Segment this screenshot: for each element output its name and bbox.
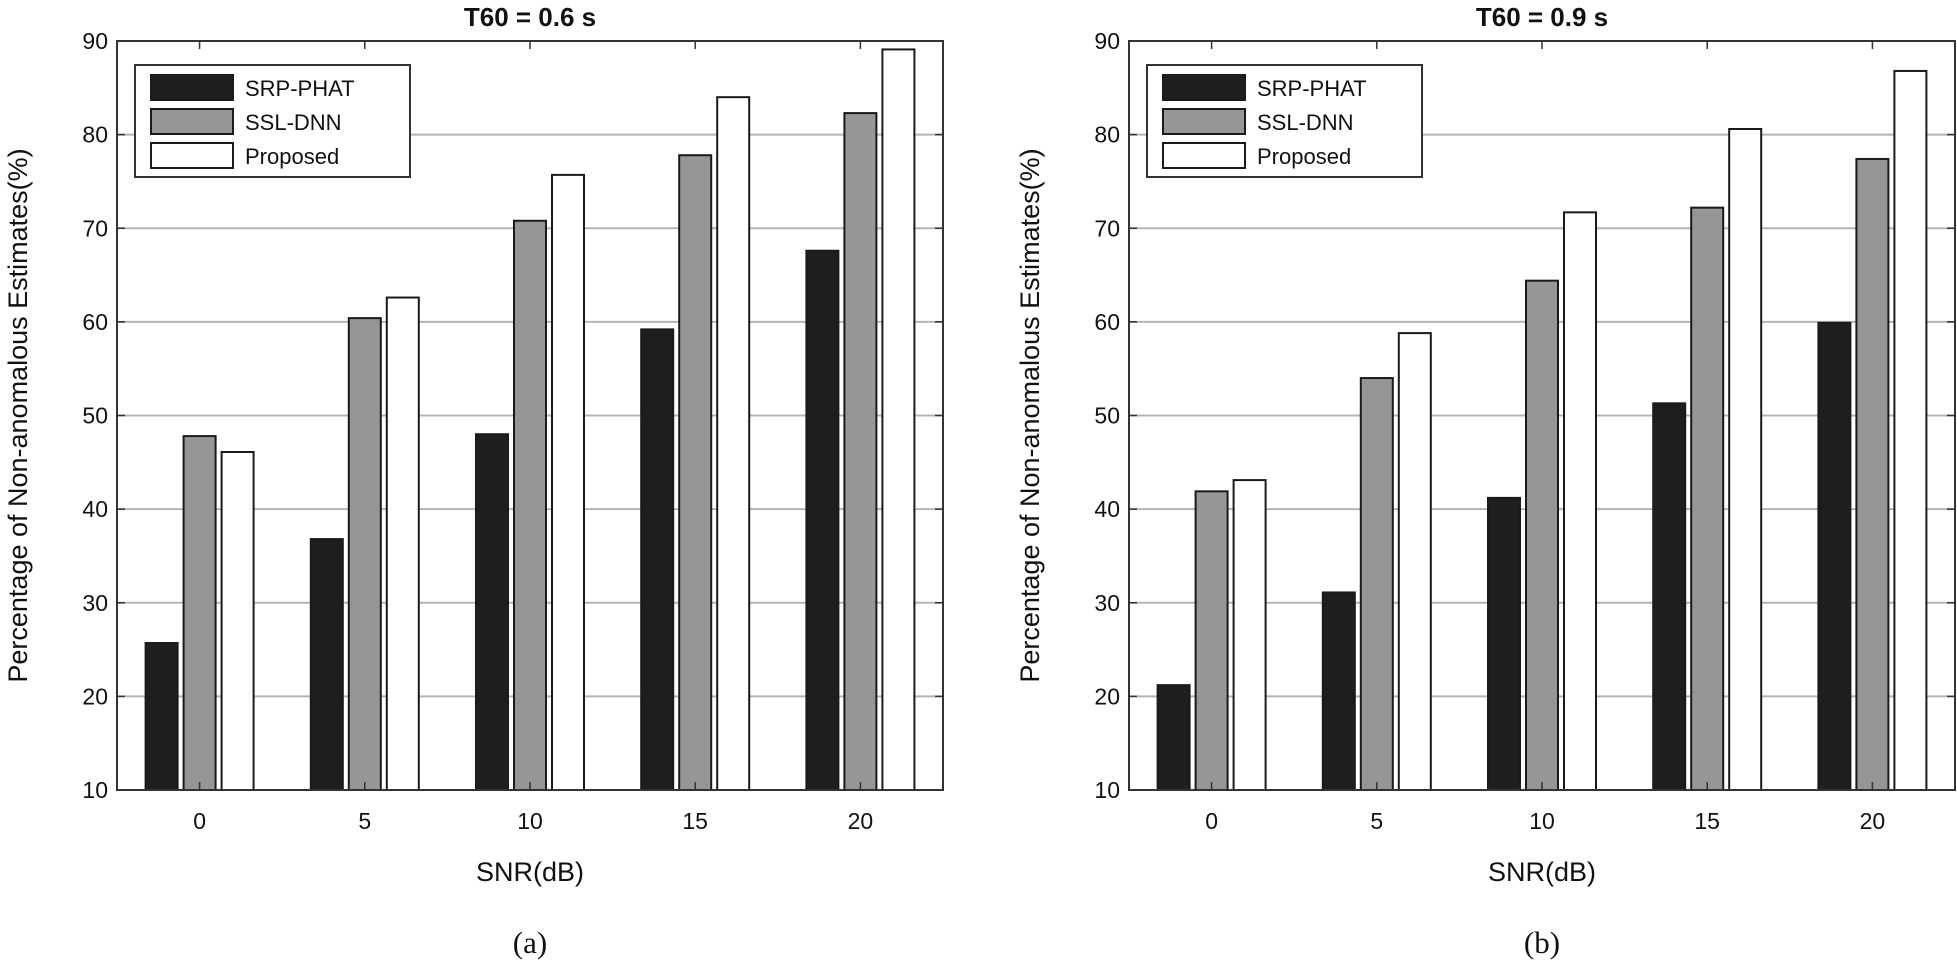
x-tick-label: 15 [682,808,708,834]
bar-ssl-dnn-snr-0 [1194,490,1229,791]
bar-srp-phat-snr-10 [475,433,509,791]
y-axis-label: Percentage of Non-anomalous Estimates(%) [3,148,33,682]
bar-srp-phat-snr-20 [805,249,840,792]
legend-label: SSL-DNN [1257,110,1354,135]
bar-proposed-snr-5 [385,296,420,791]
y-tick-label: 20 [1094,683,1120,709]
bar-proposed-snr-15 [716,96,751,792]
y-tick-label: 10 [1094,777,1120,803]
y-tick-label: 50 [1094,403,1120,429]
bar-proposed-snr-15 [1728,128,1763,791]
x-axis-label: SNR(dB) [1488,857,1596,887]
bar-proposed-snr-0 [220,451,255,791]
plot-frame [1128,40,1956,791]
y-tick-label: 40 [82,496,108,522]
bar-ssl-dnn-snr-5 [347,317,382,791]
x-tick-label: 10 [517,808,543,834]
legend-swatch-proposed [1162,142,1246,169]
legend-swatch-srp-phat [1162,74,1246,101]
bar-proposed-snr-5 [1397,332,1432,791]
legend-label: SSL-DNN [245,110,342,135]
x-axis-label: SNR(dB) [476,857,584,887]
y-tick-label: 70 [82,215,108,241]
bar-srp-phat-snr-5 [1321,591,1356,791]
bar-srp-phat-snr-20 [1817,321,1852,791]
panel-caption: (b) [1524,925,1560,960]
chart-title: T60 = 0.6 s [464,2,596,32]
legend-label: Proposed [1257,144,1351,169]
y-tick-label: 40 [1094,496,1120,522]
y-tick-label: 80 [1094,122,1120,148]
x-tick-label: 10 [1529,808,1555,834]
bar-ssl-dnn-snr-15 [678,154,713,792]
x-tick-label: 15 [1694,808,1720,834]
bar-srp-phat-snr-0 [1156,684,1191,792]
panel-caption: (a) [513,925,547,960]
legend-swatch-ssl-dnn [1162,108,1246,135]
y-tick-label: 90 [1094,28,1120,54]
bar-ssl-dnn-snr-0 [182,435,217,791]
legend: SRP-PHAT SSL-DNN Proposed [1146,64,1423,178]
legend-swatch-srp-phat [150,74,234,101]
bar-srp-phat-snr-5 [309,538,344,792]
y-axis-label: Percentage of Non-anomalous Estimates(%) [1015,148,1045,682]
legend-swatch-proposed [150,142,234,169]
x-tick-label: 0 [193,808,206,834]
legend-label: SRP-PHAT [245,76,355,101]
bar-proposed-snr-20 [1893,69,1928,791]
x-tick-label: 20 [1860,808,1886,834]
x-tick-label: 5 [358,808,371,834]
bar-srp-phat-snr-15 [1652,402,1687,791]
bar-ssl-dnn-snr-10 [513,219,547,791]
chart-panel-0: 0 5 10 15 20 10 20 30 40 50 60 70 80 90 T60 = 0.6 s SNR… [3,2,944,960]
bar-srp-phat-snr-15 [640,328,675,791]
x-tick-label: 5 [1370,808,1383,834]
bar-ssl-dnn-snr-20 [1855,157,1890,791]
legend-label: SRP-PHAT [1257,76,1367,101]
bar-proposed-snr-20 [881,48,916,791]
bar-ssl-dnn-snr-5 [1359,377,1394,791]
chart-panel-1: 0 5 10 15 20 10 20 30 40 50 60 70 80 90 T60 = 0.9 s SNR… [1015,2,1956,960]
bar-proposed-snr-10 [1563,211,1597,792]
x-tick-label: 20 [848,808,874,834]
y-tick-label: 90 [82,28,108,54]
y-tick-label: 20 [82,683,108,709]
y-tick-label: 60 [1094,309,1120,335]
bar-ssl-dnn-snr-10 [1525,279,1559,791]
y-tick-label: 70 [1094,215,1120,241]
legend: SRP-PHAT SSL-DNN Proposed [134,64,411,178]
bar-ssl-dnn-snr-20 [843,112,878,791]
bar-proposed-snr-10 [551,173,585,792]
chart-title: T60 = 0.9 s [1476,2,1608,32]
legend-label: Proposed [245,144,339,169]
plot-frame [116,40,944,791]
bar-srp-phat-snr-0 [144,642,179,791]
y-tick-label: 10 [82,777,108,803]
y-tick-label: 80 [82,122,108,148]
bar-srp-phat-snr-10 [1487,496,1521,791]
legend-swatch-ssl-dnn [150,108,234,135]
y-tick-label: 60 [82,309,108,335]
x-tick-label: 0 [1205,808,1218,834]
bar-ssl-dnn-snr-15 [1690,206,1725,791]
y-tick-label: 30 [1094,590,1120,616]
y-tick-label: 50 [82,403,108,429]
y-tick-label: 30 [82,590,108,616]
bar-proposed-snr-0 [1232,479,1267,791]
